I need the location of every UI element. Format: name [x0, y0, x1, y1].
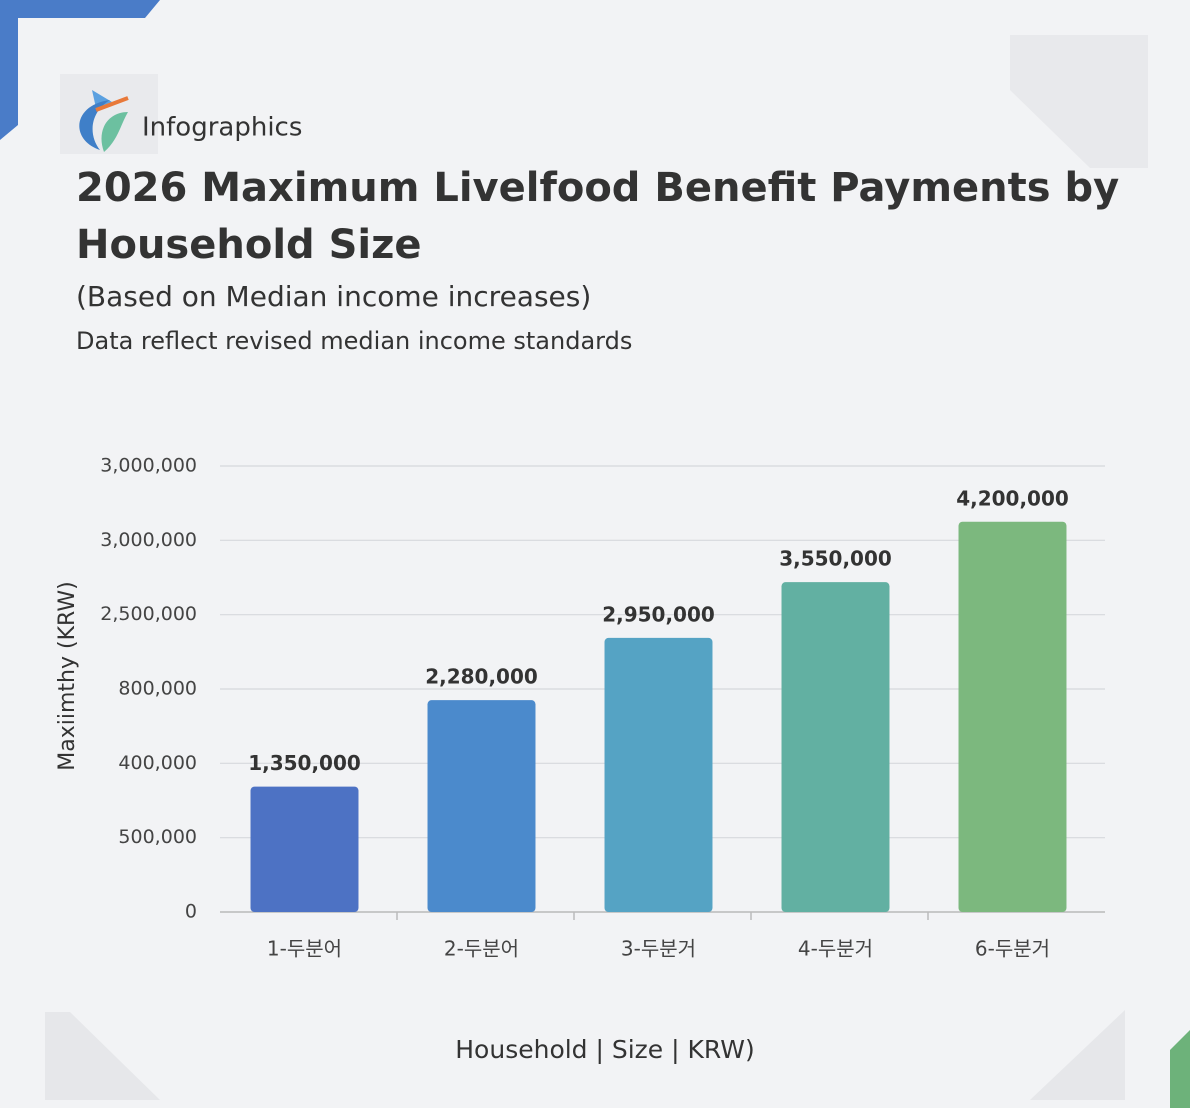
value-label: 2,280,000 [425, 665, 538, 689]
x-axis-label: Household | Size | KRW) [455, 1035, 754, 1064]
value-label: 3,550,000 [779, 547, 892, 571]
y-tick-label: 0 [185, 901, 197, 923]
x-tick-label: 1-두분어 [267, 937, 342, 961]
subtitle: (Based on Median income increases) [76, 280, 591, 313]
x-tick-label: 3-두분거 [621, 937, 696, 961]
y-tick-label: 400,000 [118, 752, 197, 774]
value-label: 4,200,000 [956, 486, 1069, 510]
corner-decor [1010, 35, 1148, 168]
y-tick-label: 3,000,000 [100, 455, 197, 477]
brand: Infographics [142, 113, 302, 143]
y-tick-label: 800,000 [118, 678, 197, 700]
logo-icon [60, 74, 158, 154]
value-label: 1,350,000 [248, 751, 361, 775]
y-tick-label: 3,000,000 [100, 529, 197, 551]
bar [958, 521, 1067, 912]
corner-decor [45, 1012, 160, 1100]
y-tick-label: 500,000 [118, 826, 197, 848]
x-tick-label: 6-두분거 [975, 937, 1050, 961]
note: Data reflect revised median income stand… [76, 327, 632, 355]
corner-decor [0, 0, 160, 140]
bar [250, 786, 359, 912]
chart-title: 2026 Maximum Livelfood Benefit Payments … [76, 165, 1119, 211]
value-label: 2,950,000 [602, 602, 715, 626]
bar [781, 582, 890, 912]
y-tick-label: 2,500,000 [100, 603, 197, 625]
y-axis-label: Maxiimthy (KRW) [55, 581, 80, 770]
chart-title: Household Size [76, 222, 422, 268]
x-tick-label: 4-두분거 [798, 937, 873, 961]
corner-decor [1030, 1010, 1125, 1100]
x-tick-label: 2-두분어 [444, 937, 519, 961]
corner-decor [1170, 1030, 1190, 1108]
bar [427, 700, 536, 912]
bar [604, 637, 713, 912]
